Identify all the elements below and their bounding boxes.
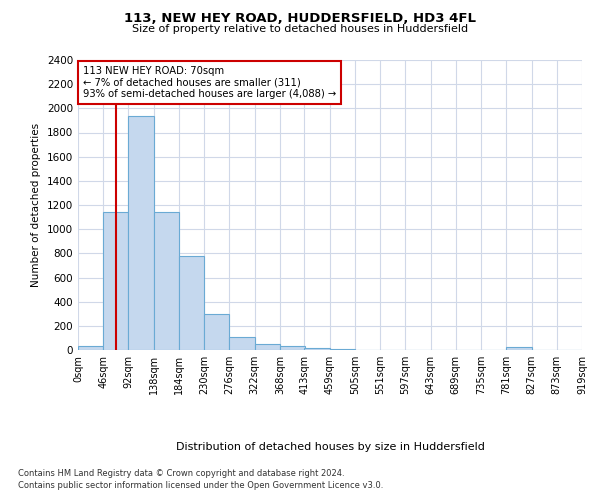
Bar bbox=[280, 346, 305, 350]
Bar bbox=[204, 314, 229, 350]
Bar bbox=[506, 347, 532, 350]
Bar bbox=[154, 212, 179, 350]
Text: 113 NEW HEY ROAD: 70sqm
← 7% of detached houses are smaller (311)
93% of semi-de: 113 NEW HEY ROAD: 70sqm ← 7% of detached… bbox=[83, 66, 336, 99]
Bar bbox=[103, 212, 128, 350]
Y-axis label: Number of detached properties: Number of detached properties bbox=[31, 123, 41, 287]
Bar bbox=[179, 256, 204, 350]
Bar bbox=[304, 348, 330, 350]
Bar bbox=[229, 338, 254, 350]
Bar bbox=[254, 344, 280, 350]
Text: 113, NEW HEY ROAD, HUDDERSFIELD, HD3 4FL: 113, NEW HEY ROAD, HUDDERSFIELD, HD3 4FL bbox=[124, 12, 476, 26]
Text: Contains HM Land Registry data © Crown copyright and database right 2024.: Contains HM Land Registry data © Crown c… bbox=[18, 468, 344, 477]
Text: Contains public sector information licensed under the Open Government Licence v3: Contains public sector information licen… bbox=[18, 481, 383, 490]
Bar bbox=[128, 116, 154, 350]
Bar bbox=[330, 349, 355, 350]
Bar bbox=[78, 346, 103, 350]
Text: Size of property relative to detached houses in Huddersfield: Size of property relative to detached ho… bbox=[132, 24, 468, 34]
Text: Distribution of detached houses by size in Huddersfield: Distribution of detached houses by size … bbox=[176, 442, 484, 452]
